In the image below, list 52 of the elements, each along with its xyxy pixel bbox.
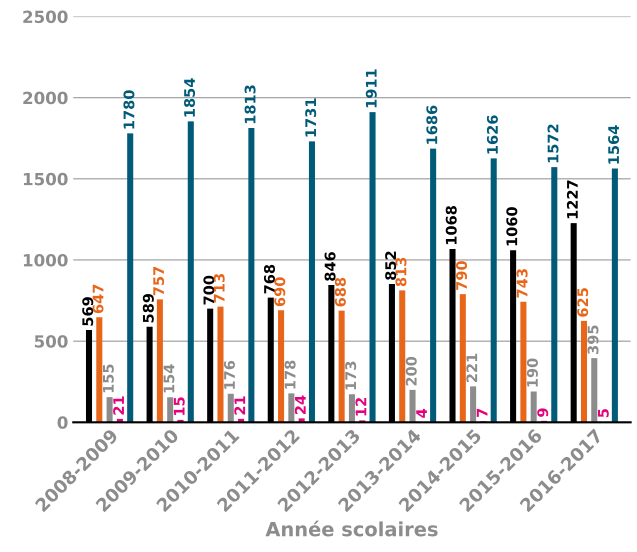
data-label: 690 — [274, 277, 286, 306]
data-label: 7 — [476, 408, 488, 417]
data-label: 9 — [537, 408, 548, 417]
y-tick-label: 0 — [58, 416, 68, 429]
data-label: 1813 — [244, 85, 256, 124]
data-label: 190 — [526, 358, 538, 387]
data-label: 173 — [345, 362, 356, 390]
data-label: 155 — [102, 364, 114, 392]
data-label: 688 — [334, 278, 346, 306]
data-label: 200 — [406, 356, 417, 386]
data-label: 24 — [294, 396, 306, 414]
data-label: 625 — [577, 288, 588, 317]
y-tick-label: 500 — [34, 335, 68, 348]
data-label: 700 — [203, 276, 214, 304]
data-label: 15 — [174, 397, 185, 415]
y-tick-label: 2000 — [23, 92, 68, 104]
data-label: 1626 — [486, 115, 498, 154]
data-label: 1564 — [608, 125, 620, 164]
data-label: 21 — [113, 396, 124, 414]
data-label: 846 — [324, 252, 336, 281]
data-label: 757 — [153, 266, 164, 296]
data-label: 4 — [416, 408, 427, 418]
data-label: 790 — [456, 261, 468, 290]
y-tick-label: 1500 — [24, 172, 68, 186]
data-label: 5 — [598, 409, 609, 418]
y-tick-label: 1000 — [24, 254, 68, 267]
data-label: 589 — [142, 294, 154, 322]
data-label: 1780 — [123, 90, 134, 129]
data-label: 1227 — [566, 180, 578, 218]
data-label: 768 — [264, 264, 275, 294]
data-label: 813 — [395, 258, 406, 286]
data-label: 852 — [385, 252, 396, 280]
x-axis-title: Année scolaires — [265, 520, 438, 536]
data-label: 647 — [92, 284, 104, 314]
data-label: 1068 — [446, 206, 457, 244]
data-label: 21 — [234, 396, 246, 414]
y-tick-label: 2500 — [23, 10, 68, 24]
data-label: 1060 — [506, 207, 518, 246]
data-label: 178 — [284, 360, 296, 388]
data-label: 221 — [466, 354, 478, 382]
data-label: 1731 — [305, 98, 316, 136]
data-label: 395 — [587, 326, 599, 354]
data-label: 1911 — [366, 69, 377, 108]
data-label: 154 — [164, 364, 174, 392]
data-label: 713 — [214, 274, 225, 302]
data-label: 569 — [82, 297, 94, 326]
data-label: 1854 — [184, 78, 196, 117]
data-label: 176 — [224, 360, 236, 389]
data-label: 12 — [355, 398, 366, 416]
data-label: 1686 — [426, 106, 438, 144]
data-label: 1572 — [547, 124, 559, 162]
data-label: 743 — [516, 269, 528, 298]
